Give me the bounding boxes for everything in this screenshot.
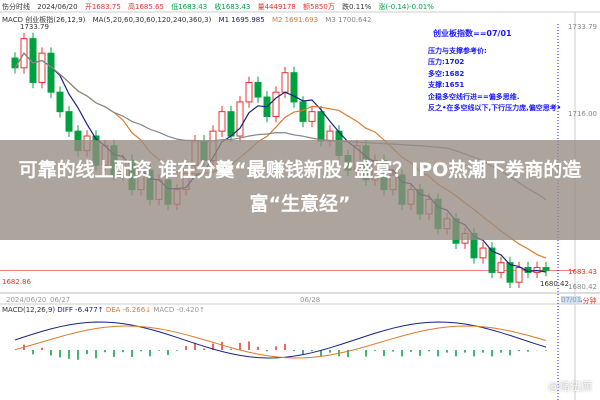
candle bbox=[272, 91, 280, 118]
note-title: 创业板指数==07/01 bbox=[433, 29, 512, 38]
change-pct: 跌0.11% bbox=[342, 3, 372, 11]
candle bbox=[299, 101, 307, 122]
candle bbox=[488, 247, 496, 273]
amount: 额5850万 bbox=[303, 3, 335, 11]
candle bbox=[317, 111, 325, 142]
candle bbox=[56, 91, 64, 113]
axis-low: 1680.42 bbox=[568, 283, 597, 291]
indicator-bar: MACD 创业板指(26,12,9) MA(5,20,60,30,60,120,… bbox=[2, 15, 376, 25]
macd-bar: MACD(12,26,9) DIFF -6.477↑ DEA -6.266↓ M… bbox=[2, 306, 205, 314]
period: 伤分时线 bbox=[2, 3, 30, 11]
axis-mid: 1716.00 bbox=[568, 110, 597, 118]
headline: 可靠的线上配资 谁在分羹“最赚钱新股”盛宴？IPO热潮下券商的造富“生意经” bbox=[18, 159, 582, 215]
m3: M3 1700.642 bbox=[325, 16, 372, 24]
macd-title: MACD(12,26,9) bbox=[2, 306, 56, 314]
diff-line bbox=[14, 321, 547, 359]
note-line: 多空:1682 bbox=[428, 69, 465, 78]
candle bbox=[38, 52, 46, 83]
high: 高1685.65 bbox=[128, 3, 164, 11]
candle bbox=[218, 111, 226, 132]
change: 涨(-0.14)-0.01% bbox=[378, 3, 434, 11]
watermark: @赌伍顾 bbox=[548, 380, 592, 393]
low-label: 1680.42 bbox=[540, 280, 569, 288]
candle bbox=[254, 81, 262, 98]
candle bbox=[506, 262, 514, 283]
indicator-name: MACD 创业板指(26,12,9) bbox=[2, 16, 86, 24]
time-0: 2024/06/20 bbox=[6, 296, 47, 304]
ref-left: 1682.86 bbox=[2, 278, 31, 286]
candle bbox=[11, 57, 19, 69]
candle bbox=[65, 111, 73, 132]
high-label: 1733.79 bbox=[20, 23, 49, 31]
headline-banner: 可靠的线上配资 谁在分羹“最赚钱新股”盛宴？IPO热潮下券商的造富“生意经” bbox=[0, 140, 600, 240]
quote-info-bar: 伤分时线 2024/06/20 开1683.75 高1685.65 低1683.… bbox=[2, 2, 562, 12]
candle bbox=[290, 72, 298, 103]
time-2: 06/28 bbox=[300, 296, 321, 304]
candle bbox=[47, 52, 55, 93]
volume: 量4449178 bbox=[257, 3, 296, 11]
axis-top: 1733.79 bbox=[568, 23, 597, 31]
candle bbox=[281, 72, 289, 93]
dea-line bbox=[14, 325, 547, 359]
candle bbox=[515, 267, 523, 283]
open: 开1683.75 bbox=[84, 3, 121, 11]
candle bbox=[245, 81, 253, 103]
m2: M2 1691.693 bbox=[271, 16, 319, 24]
macd-value: MACD -0.420↑ bbox=[153, 306, 205, 314]
candle bbox=[497, 262, 505, 273]
ma-params: MA(5,20,60,30,60,120,240,360,3) bbox=[92, 16, 212, 24]
macd-diff: DIFF -6.477↑ bbox=[57, 306, 104, 314]
candle bbox=[236, 101, 244, 137]
analysis-note: 创业板指数==07/01 压力与支撑参考价: 压力:1702 多空:1682 支… bbox=[428, 28, 561, 115]
note-line: 企稳多空线行进==偏多思维. bbox=[428, 92, 520, 101]
note-line: 压力与支撑参考价: bbox=[428, 46, 487, 55]
period-selector[interactable]: 5分钟 bbox=[578, 297, 597, 305]
candle bbox=[227, 111, 235, 137]
low: 低1683.43 bbox=[171, 3, 208, 11]
candle bbox=[308, 111, 316, 122]
time-1: 06/27 bbox=[50, 296, 71, 304]
date: 2024/06/20 bbox=[37, 3, 78, 11]
note-line: 压力:1702 bbox=[428, 58, 465, 66]
time-3: 07/01 bbox=[561, 296, 582, 304]
axis-ref: 1683.43 bbox=[568, 268, 597, 276]
m1: M1 1695.985 bbox=[218, 16, 265, 24]
note-line: 支撑:1651 bbox=[428, 81, 465, 89]
candle bbox=[479, 247, 487, 259]
macd-dea: DEA -6.266↓ bbox=[105, 306, 152, 314]
note-line: 反之•在多空线以下,下行压力庞,偏空思考• bbox=[428, 104, 562, 112]
candle bbox=[542, 267, 550, 271]
close: 收1683.43 bbox=[214, 3, 251, 11]
